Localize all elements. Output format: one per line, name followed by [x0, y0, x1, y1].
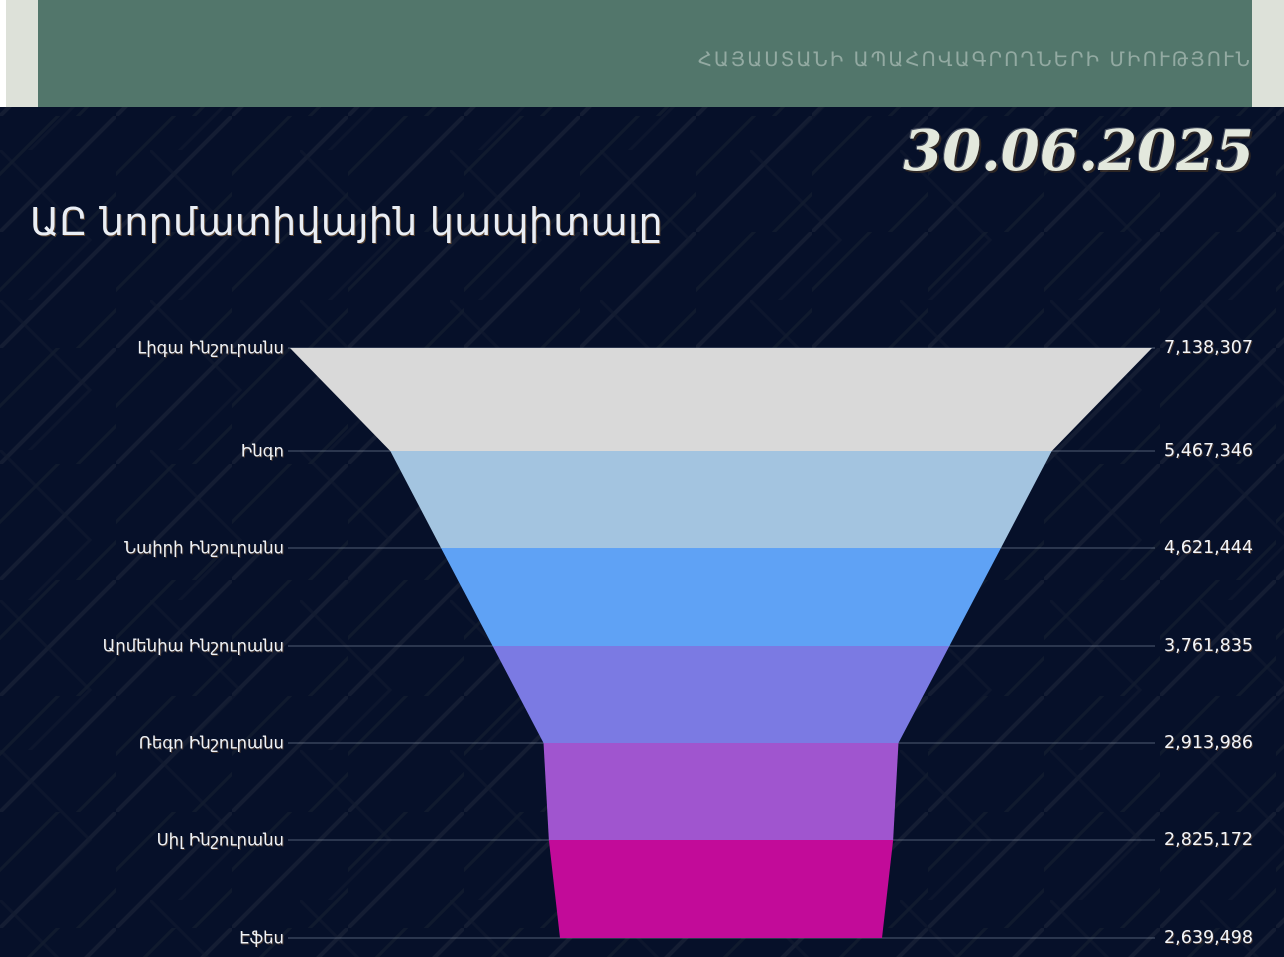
funnel-category-label: Արմենիա Ինշուրանս: [102, 636, 284, 656]
funnel-value-label: 3,761,835: [1164, 636, 1254, 656]
funnel-value-label: 4,621,444: [1164, 538, 1254, 558]
funnel-value-label: 2,639,498: [1164, 928, 1254, 948]
funnel-segment[interactable]: [290, 348, 1152, 451]
funnel-category-label: Նաիրի Ինշուրանս: [124, 538, 284, 558]
funnel-segment[interactable]: [543, 743, 899, 840]
funnel-segment[interactable]: [441, 548, 1001, 646]
funnel-value-label: 7,138,307: [1164, 338, 1254, 358]
funnel-category-label: Ինգո: [240, 441, 284, 461]
funnel-segment[interactable]: [548, 840, 894, 938]
funnel-category-label: Սիլ Ինշուրանս: [156, 830, 284, 850]
funnel-category-label: Ռեգո Ինշուրանս: [138, 733, 284, 753]
funnel-value-label: 5,467,346: [1164, 441, 1254, 461]
funnel-category-label: Էֆես: [239, 928, 284, 948]
report-date: 30.06.2025: [903, 118, 1254, 184]
funnel-segment[interactable]: [492, 646, 950, 743]
funnel-category-label: Լիգա Ինշուրանս: [137, 338, 284, 358]
funnel-segment[interactable]: [390, 451, 1052, 548]
page-title: ԱԸ նորմատիվային կապիտալը: [30, 200, 663, 244]
organization-title: ՀԱՅԱՍՏԱՆԻ ԱՊԱՀՈՎԱԳՐՈՂՆԵՐԻ ՄԻՈՒԹՅՈՒՆ: [697, 48, 1252, 71]
funnel-value-label: 2,913,986: [1164, 733, 1254, 753]
funnel-value-label: 2,825,172: [1164, 830, 1254, 850]
